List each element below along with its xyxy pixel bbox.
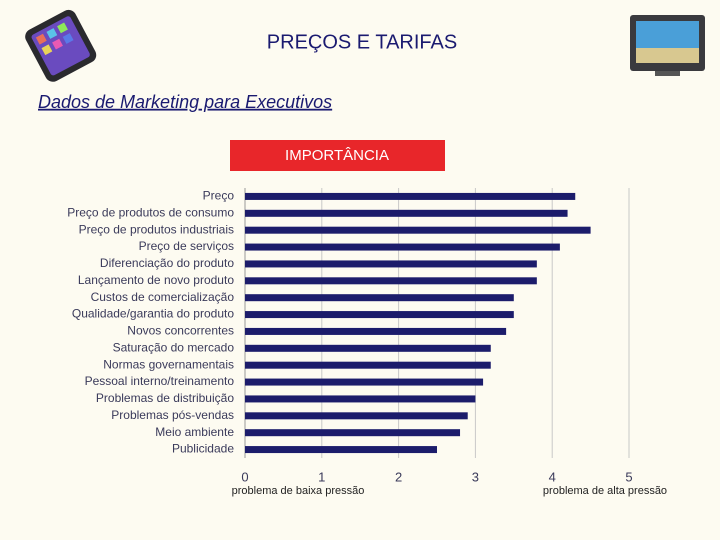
bar	[245, 226, 591, 234]
x-tick-label: 4	[549, 469, 556, 484]
bar	[245, 429, 461, 437]
x-tick-label: 2	[395, 469, 402, 484]
bar	[245, 446, 437, 454]
bar	[245, 412, 468, 420]
x-tick-label: 1	[318, 469, 325, 484]
y-tick-label: Novos concorrentes	[127, 324, 234, 338]
y-tick-label: Meio ambiente	[155, 425, 234, 439]
y-tick-label: Preço de produtos industriais	[79, 222, 234, 236]
y-tick-label: Pessoal interno/treinamento	[85, 374, 235, 388]
bar	[245, 294, 514, 302]
annotation: problema de alta pressão	[543, 485, 667, 497]
y-tick-label: Lançamento de novo produto	[78, 273, 234, 287]
x-tick-label: 3	[472, 469, 479, 484]
bar	[245, 344, 491, 352]
y-tick-label: Publicidade	[172, 442, 234, 456]
bar	[245, 327, 507, 335]
y-tick-label: Preço	[203, 189, 235, 203]
annotation: problema de baixa pressão	[232, 485, 365, 497]
bar	[245, 395, 476, 403]
y-tick-label: Custos de comercialização	[91, 290, 235, 304]
bar	[245, 243, 560, 251]
subtitle: Dados de Marketing para Executivos	[38, 92, 332, 112]
phone-icon	[25, 9, 97, 82]
y-tick-label: Normas governamentais	[103, 357, 234, 371]
chart-title-box	[230, 140, 445, 171]
y-tick-label: Qualidade/garantia do produto	[72, 307, 234, 321]
y-tick-label: Problemas de distribuição	[96, 391, 234, 405]
y-tick-label: Problemas pós-vendas	[111, 408, 234, 422]
x-tick-label: 5	[625, 469, 632, 484]
page-title: PREÇOS E TARIFAS	[267, 31, 457, 53]
bar	[245, 209, 568, 217]
y-tick-label: Preço de serviços	[139, 239, 234, 253]
bar	[245, 311, 514, 319]
tv-icon	[630, 15, 705, 76]
bar	[245, 260, 537, 268]
bar	[245, 361, 491, 369]
y-tick-label: Diferenciação do produto	[100, 256, 234, 270]
x-tick-label: 0	[241, 469, 248, 484]
y-tick-label: Preço de produtos de consumo	[67, 205, 234, 219]
chart-title: IMPORTÂNCIA	[285, 147, 389, 164]
bar	[245, 378, 484, 386]
bar	[245, 277, 537, 285]
bar	[245, 192, 576, 200]
y-tick-label: Saturação do mercado	[113, 340, 235, 354]
